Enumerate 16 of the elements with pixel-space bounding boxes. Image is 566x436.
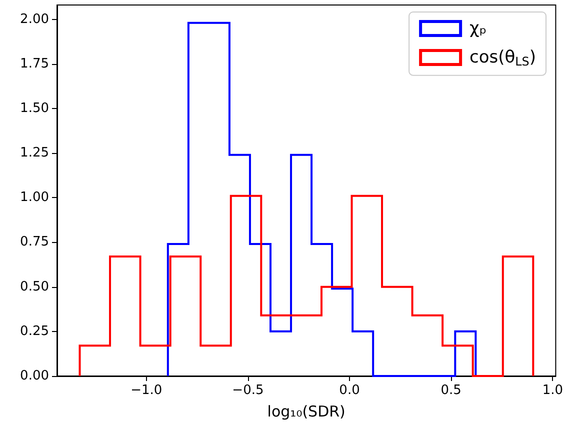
x-tick-label: 0.0	[339, 383, 360, 398]
y-tick-label: 0.25	[20, 324, 49, 339]
x-tick-label: −0.5	[232, 383, 264, 398]
y-tick-label: 2.00	[20, 12, 49, 27]
y-tick-label: 0.50	[20, 279, 49, 294]
y-tick-label: 1.00	[20, 190, 49, 206]
x-tick-label: 1.0	[542, 383, 564, 398]
y-tick-label: 1.50	[20, 100, 49, 116]
x-axis-title: log₁₀(SDR)	[267, 402, 346, 420]
y-tick-label: 1.25	[20, 146, 49, 161]
y-tick-label: 0.75	[20, 234, 49, 250]
x-tick-label: 0.5	[440, 383, 462, 398]
legend-label: χₚ	[470, 18, 487, 38]
y-tick-label: 1.75	[20, 56, 49, 72]
x-tick-label: −1.0	[130, 383, 162, 398]
y-tick-label: 0.00	[20, 368, 49, 384]
